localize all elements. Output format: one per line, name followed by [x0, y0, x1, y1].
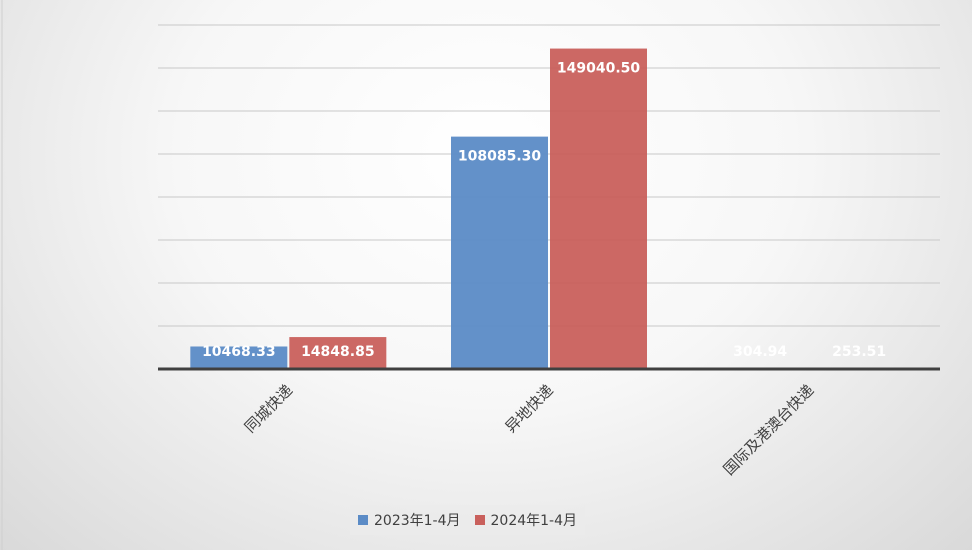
bar-2024-0: [289, 337, 387, 369]
legend-item-2023: 2023年1-4月: [358, 510, 461, 530]
category-label: 同城快递: [241, 381, 296, 436]
data-label: 14848.85: [301, 344, 375, 360]
data-label: 10468.33: [202, 344, 276, 360]
legend-swatch-2023: [358, 515, 368, 525]
bar-2024-1: [550, 48, 647, 369]
data-label: 149040.50: [557, 61, 641, 77]
legend-item-2024: 2024年1-4月: [474, 510, 578, 530]
data-label: 108085.30: [458, 149, 542, 165]
data-label: 253.51: [832, 344, 886, 360]
legend-label-2024: 2024年1-4月: [490, 513, 578, 529]
bar-2023-1: [451, 136, 548, 369]
bar-2023-0: [190, 346, 288, 369]
data-label: 304.94: [733, 344, 787, 360]
category-label: 国际及港澳台快递: [720, 381, 818, 479]
category-label: 异地快递: [502, 381, 557, 436]
legend: 2023年1-4月 2024年1-4月: [350, 505, 585, 535]
legend-label-2023: 2023年1-4月: [374, 513, 461, 529]
legend-swatch-2024: [474, 515, 485, 525]
